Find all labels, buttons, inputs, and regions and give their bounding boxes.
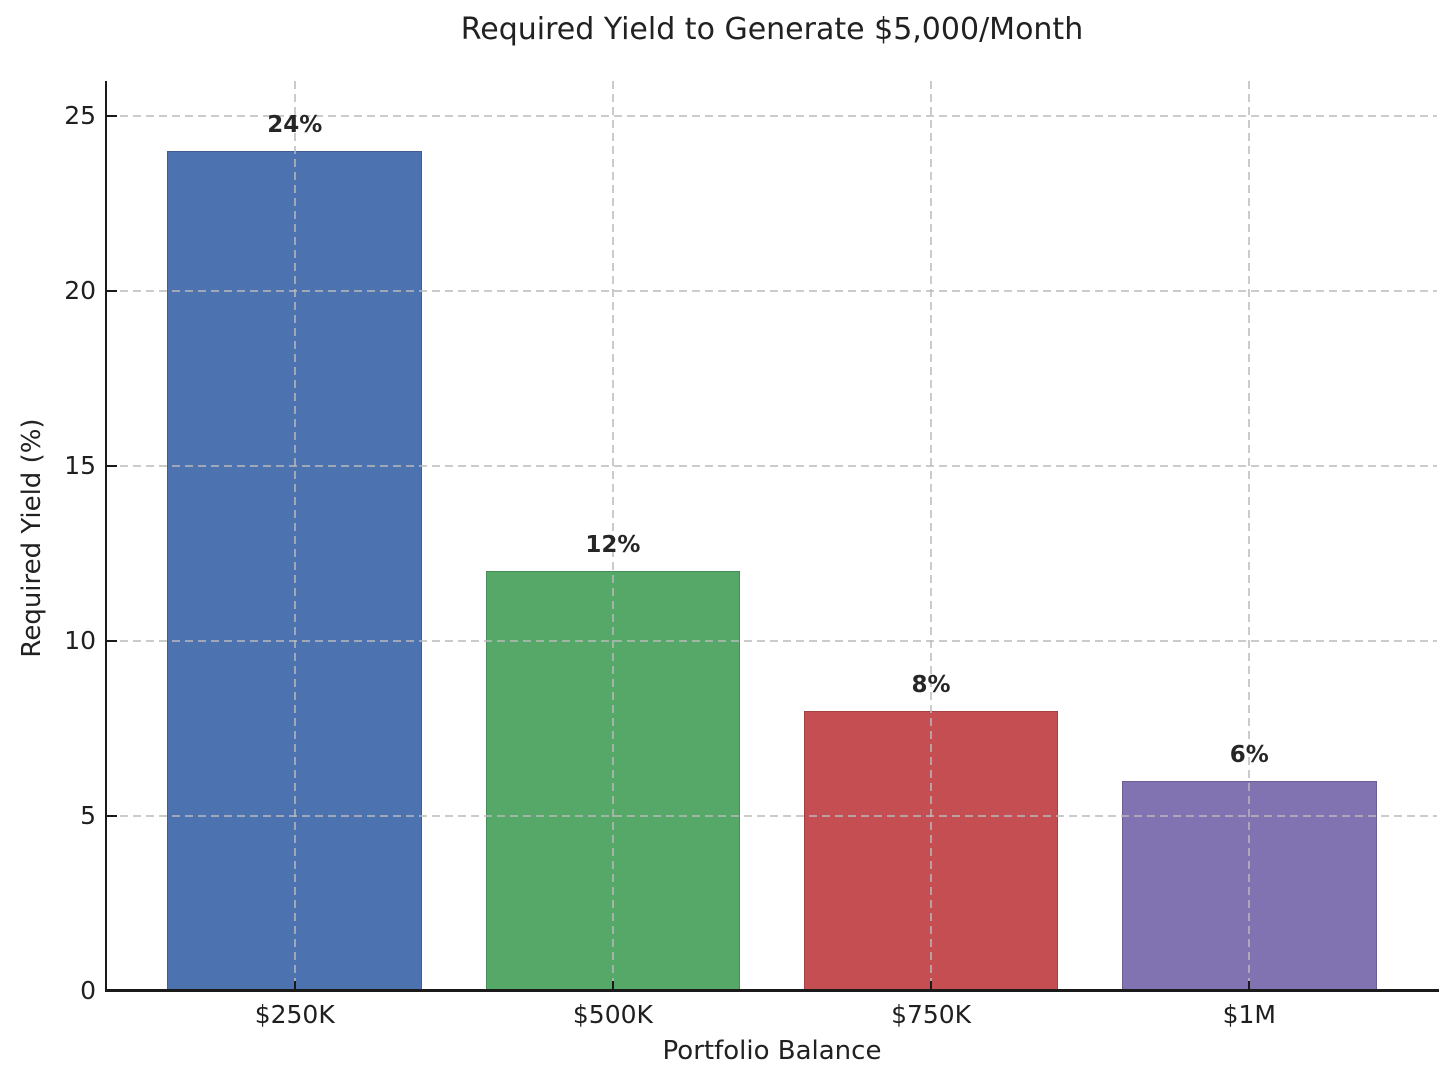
x-tick-label: $250K <box>254 1000 335 1029</box>
gridline-y-25 <box>107 115 1437 117</box>
y-tick-15 <box>107 465 117 467</box>
bar-value-label: 24% <box>267 112 323 138</box>
gridline-x-4 <box>1248 81 1251 991</box>
y-tick-10 <box>107 640 117 642</box>
x-tick-1 <box>293 981 296 991</box>
y-tick-25 <box>107 115 117 117</box>
y-axis-spine <box>105 81 107 992</box>
y-tick-label: 15 <box>64 451 96 480</box>
x-axis-spine <box>105 989 1439 992</box>
y-tick-label: 0 <box>80 976 96 1005</box>
gridline-x-2 <box>611 81 614 991</box>
x-tick-label: $500K <box>572 1000 653 1029</box>
gridline-y-10 <box>107 640 1437 642</box>
x-tick-2 <box>611 981 614 991</box>
gridline-x-1 <box>293 81 296 991</box>
x-tick-3 <box>930 981 933 991</box>
gridline-y-15 <box>107 465 1437 467</box>
bar-value-label: 12% <box>585 532 641 558</box>
bar-value-label: 6% <box>1229 742 1269 768</box>
y-tick-5 <box>107 815 117 817</box>
gridline-x-3 <box>930 81 933 991</box>
y-tick-label: 10 <box>64 626 96 655</box>
gridline-y-20 <box>107 290 1437 292</box>
x-tick-4 <box>1248 981 1251 991</box>
chart-title: Required Yield to Generate $5,000/Month <box>460 12 1084 47</box>
x-tick-label: $1M <box>1222 1000 1276 1029</box>
y-tick-20 <box>107 290 117 292</box>
y-tick-label: 25 <box>64 101 96 130</box>
y-tick-label: 5 <box>80 801 96 830</box>
x-axis-label: Portfolio Balance <box>662 1036 882 1066</box>
bar-value-label: 8% <box>911 672 951 698</box>
y-tick-label: 20 <box>64 276 96 305</box>
x-tick-label: $750K <box>891 1000 972 1029</box>
gridline-y-5 <box>107 815 1437 817</box>
